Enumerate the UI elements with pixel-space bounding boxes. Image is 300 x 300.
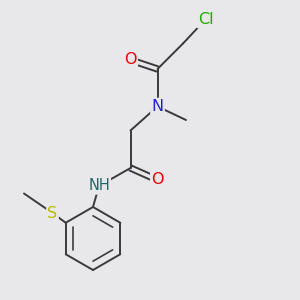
Text: S: S [47,206,58,220]
Text: Cl: Cl [198,12,213,27]
Text: O: O [124,52,137,68]
Text: NH: NH [88,178,110,194]
Text: O: O [151,172,164,188]
Text: N: N [152,99,164,114]
